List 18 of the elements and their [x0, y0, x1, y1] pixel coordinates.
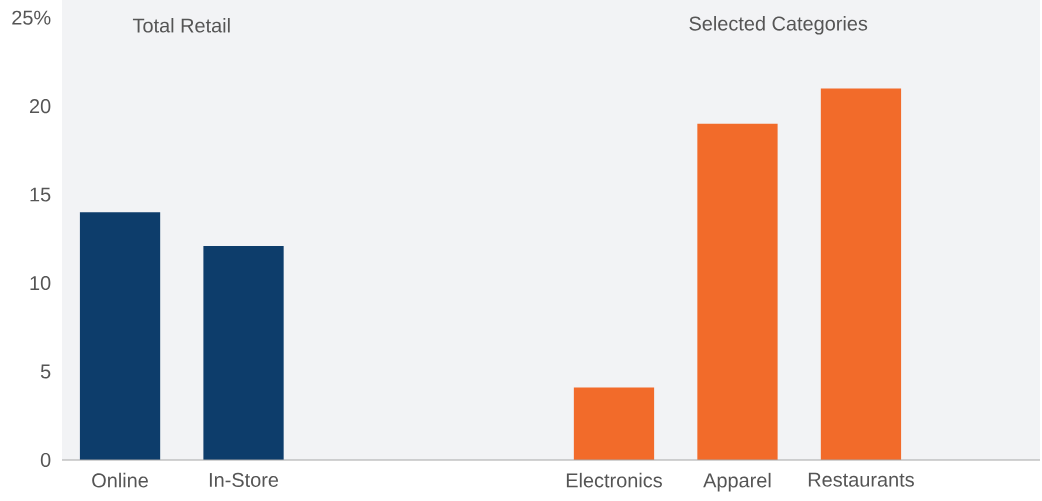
bar [573, 387, 655, 460]
bar [79, 212, 161, 460]
x-tick-label: Online [92, 472, 148, 488]
annotation: Total Retail [132, 17, 230, 33]
y-tick-label: 25% [12, 10, 51, 25]
y-tick-label: 5 [40, 364, 51, 379]
annotation: Selected Categories [689, 16, 868, 35]
x-tick-label: Electronics [566, 472, 662, 488]
y-tick-label: 20 [30, 99, 51, 114]
y-tick-label: 15 [30, 187, 51, 202]
bar [697, 123, 778, 460]
x-tick-label: Restaurants [808, 472, 914, 487]
bar [820, 88, 902, 460]
y-tick-label: 10 [30, 276, 51, 291]
x-tick-label: Apparel [703, 472, 771, 492]
x-tick-label: In-Store [209, 472, 279, 487]
bar [203, 245, 284, 460]
y-tick-label: 0 [40, 452, 51, 468]
